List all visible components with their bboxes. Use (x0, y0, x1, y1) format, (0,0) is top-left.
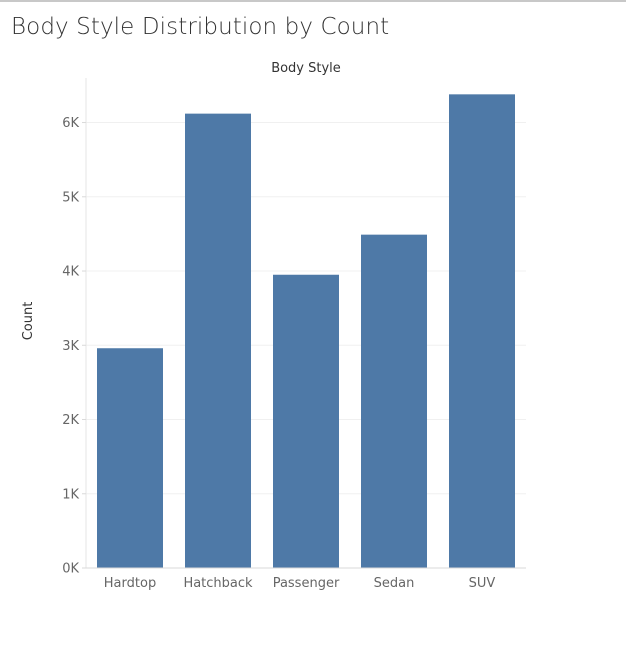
chart-title: Body Style Distribution by Count (11, 14, 390, 40)
x-tick-label: Hardtop (104, 576, 156, 591)
x-tick-label: Passenger (273, 576, 340, 591)
y-tick-label: 3K (62, 339, 79, 354)
bar-sedan[interactable] (361, 234, 427, 568)
x-axis-ticks: Hardtop Hatchback Passenger Sedan SUV (104, 576, 496, 591)
bar-passenger[interactable] (273, 274, 339, 568)
y-tick-label: 5K (62, 190, 79, 205)
x-tick-label: Hatchback (183, 576, 253, 591)
x-tick-label: SUV (469, 576, 496, 591)
bars (97, 94, 515, 569)
top-divider (0, 0, 626, 2)
bar-hardtop[interactable] (97, 348, 163, 568)
y-tick-label: 6K (62, 116, 79, 131)
y-tick-label: 0K (62, 562, 79, 577)
y-tick-label: 4K (62, 265, 79, 280)
y-axis-title: Count (21, 302, 36, 341)
y-axis-ticks: 0K 1K 2K 3K 4K 5K 6K (62, 116, 86, 577)
bar-hatchback[interactable] (185, 113, 251, 569)
x-tick-label: Sedan (374, 576, 415, 591)
y-tick-label: 2K (62, 413, 79, 428)
y-tick-label: 1K (62, 487, 79, 502)
bar-suv[interactable] (449, 94, 515, 568)
x-axis-title: Body Style (271, 61, 341, 76)
